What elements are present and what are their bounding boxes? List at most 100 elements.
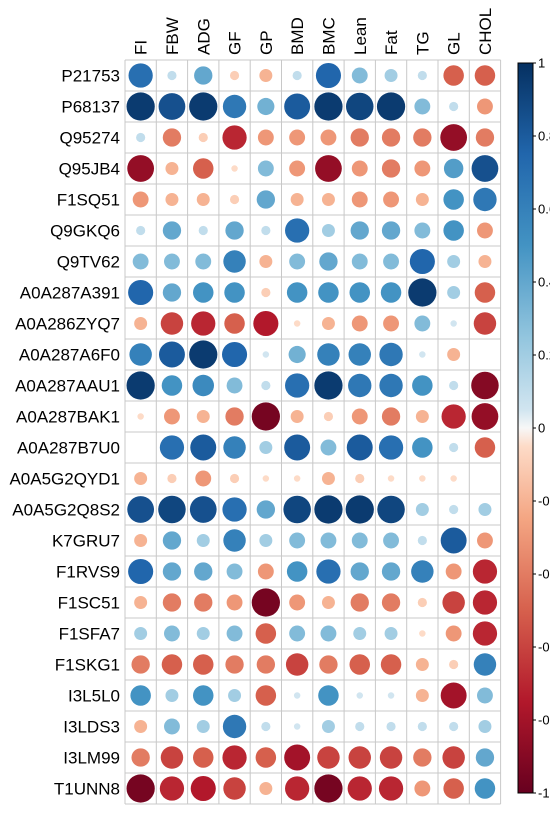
correlation-circle-F1RVS9-BMD [286,561,308,582]
correlation-circle-A0A5G2QYD1-FBW [167,473,177,484]
correlation-circle-Q95JB4-Lean [351,160,368,177]
correlation-circle-I3L5L0-ADG [192,685,214,706]
correlation-circle-A0A5G2Q8S2-Lean [345,495,374,524]
correlation-circle-A0A287BAK1-Fat [381,407,401,426]
correlation-circle-P21753-GF [229,70,240,81]
correlation-circle-A0A287BAK1-ADG [196,410,210,423]
correlation-circle-P68137-TG [414,98,431,115]
correlation-circle-Q9GKQ6-FI [136,225,146,236]
correlation-circle-K7GRU7-GF [223,529,246,552]
row-label: A0A287A6F0 [19,346,120,365]
correlation-circle-A0A287AAU1-FBW [161,375,183,396]
correlation-circle-I3L5L0-Fat [387,692,395,699]
correlation-circle-A0A287BAK1-GL [441,404,466,429]
correlation-circle-I3LDS3-BMC [321,720,335,733]
row-label: F1SQ51 [57,191,120,210]
correlation-circle-A0A287A391-CHOL [474,282,496,303]
correlation-circle-A0A5G2QYD1-Fat [387,475,395,482]
correlation-circle-F1SKG1-GF [225,655,244,674]
correlation-circle-A0A287A391-BMD [286,282,308,303]
row-label: P21753 [61,67,120,86]
correlation-circle-F1SFA7-GL [445,625,462,642]
correlation-circle-F1SQ51-BMC [321,193,335,206]
correlation-circle-F1SFA7-GF [226,625,243,642]
correlation-circle-F1RVS9-CHOL [472,559,498,584]
correlation-circle-I3LDS3-GF [222,714,247,739]
correlation-circle-F1SC51-Lean [350,593,369,612]
correlation-circle-F1SC51-GP [251,588,280,617]
correlation-circle-Q9GKQ6-CHOL [477,222,493,239]
row-labels: P21753 P68137 Q95274 Q95JB4 F1SQ51 Q9GKQ6 Q9TV… [9,67,120,799]
correlation-circle-A0A5G2QYD1-GL [450,475,457,482]
correlation-circle-Q95JB4-ADG [192,158,214,179]
correlation-circle-Q9TV62-Lean [351,253,368,270]
correlation-circle-A0A5G2Q8S2-CHOL [478,503,492,516]
correlation-circle-T1UNN8-TG [414,780,431,797]
correlation-circle-Q9TV62-FBW [164,253,180,270]
correlation-circle-Q9GKQ6-Lean [350,221,369,240]
correlation-circle-I3LDS3-CHOL [478,720,492,733]
correlation-circle-Q95274-CHOL [475,128,495,147]
correlation-circle-A0A5G2Q8S2-GP [256,500,276,519]
correlation-circle-Q9TV62-FI [132,253,149,270]
column-label: ADG [194,18,213,55]
correlation-circle-F1SKG1-CHOL [473,653,497,676]
row-label: A0A287A391 [20,284,120,303]
correlation-circle-I3LDS3-FBW [164,718,180,735]
correlation-circle-A0A5G2QYD1-GP [262,475,270,482]
correlation-circle-Q9GKQ6-FBW [162,221,182,240]
correlation-circle-F1SKG1-TG [415,658,429,671]
row-label: Q95274 [60,129,121,148]
correlation-circle-F1SC51-Fat [381,593,401,612]
correlation-circle-K7GRU7-Lean [351,532,368,549]
column-label: Lean [351,17,370,55]
correlation-circle-F1SQ51-Lean [351,191,368,208]
correlation-circle-F1SQ51-FBW [165,193,179,206]
correlation-circle-Q9TV62-GF [223,250,246,273]
correlation-circle-I3LM99-TG [413,748,432,767]
correlation-circle-F1SC51-GL [442,591,465,614]
correlation-circle-K7GRU7-FI [134,534,148,547]
correlation-circle-Q9GKQ6-ADG [198,225,208,236]
correlation-circle-F1RVS9-Fat [381,562,401,581]
correlation-circle-F1RVS9-GL [445,563,462,580]
correlation-circle-F1SFA7-BMC [320,625,337,642]
correlation-circle-A0A287A6F0-FBW [158,341,185,368]
correlation-circle-A0A5G2QYD1-TG [419,475,426,482]
correlation-circle-I3LM99-CHOL [475,748,495,767]
correlation-circle-A0A286ZYQ7-ADG [191,311,216,336]
colorbar-tick-label: 0.6 [538,202,550,217]
correlation-circle-F1RVS9-TG [411,560,434,583]
correlation-circle-A0A287A391-TG [408,278,437,307]
correlation-circle-P68137-BMC [314,92,343,121]
row-label: F1RVS9 [56,563,120,582]
correlation-circle-K7GRU7-GL [440,527,467,554]
row-label: A0A5G2QYD1 [9,470,120,489]
correlation-circle-Q9GKQ6-BMD [285,218,310,243]
correlation-circle-F1SC51-FBW [162,593,182,612]
correlation-circle-A0A287A6F0-BMC [317,343,340,366]
correlation-circle-K7GRU7-BMD [289,532,306,549]
correlation-circle-Q95274-BMD [289,129,306,146]
correlation-circle-A0A286ZYQ7-GF [224,313,245,334]
correlation-circle-Q9TV62-Fat [383,253,399,270]
correlation-circle-A0A5G2Q8S2-Fat [377,495,405,524]
column-label: TG [413,31,432,55]
correlation-circle-A0A5G2Q8S2-TG [415,503,429,516]
correlation-circle-I3LDS3-ADG [196,720,210,733]
correlation-circle-A0A287A6F0-GP [262,351,270,358]
colorbar-tick-label: 0.2 [538,348,550,363]
correlation-circle-I3LDS3-Lean [355,721,365,732]
correlation-circle-Q95274-GF [222,125,247,150]
correlation-circle-A0A287BAK1-GP [251,402,280,431]
correlation-circle-A0A286ZYQ7-FI [134,317,148,330]
correlation-circle-I3L5L0-BMD [293,692,301,699]
correlation-circle-I3L5L0-GF [228,689,242,702]
correlation-circle-F1SQ51-GF [229,194,240,205]
correlation-circle-Q95JB4-GP [257,160,274,177]
correlation-circle-A0A287A391-FBW [162,283,182,302]
correlation-circle-I3L5L0-GP [255,685,277,706]
correlation-circle-I3L5L0-GL [440,682,467,709]
correlation-circle-I3L5L0-FI [130,685,151,706]
